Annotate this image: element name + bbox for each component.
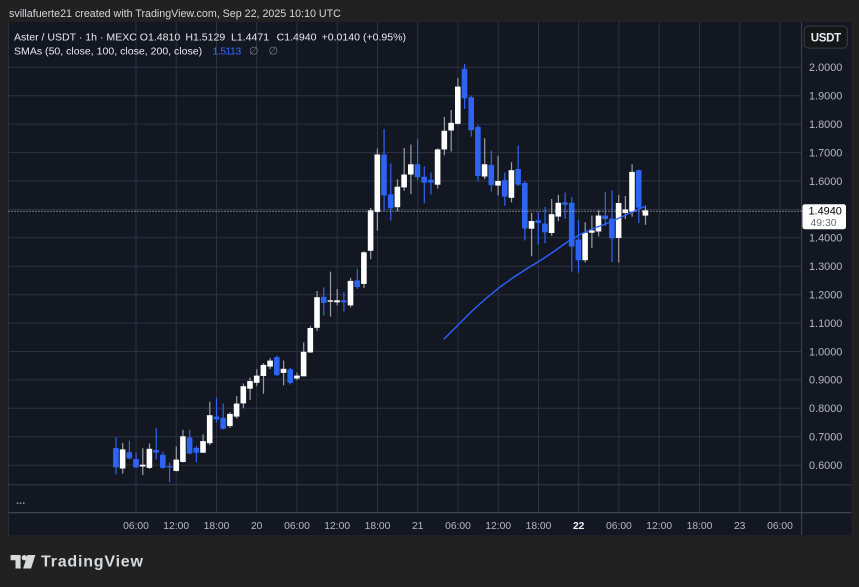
svg-text:18:00: 18:00 (204, 521, 230, 532)
svg-text:06:00: 06:00 (123, 521, 149, 532)
svg-text:18:00: 18:00 (687, 521, 713, 532)
svg-text:20: 20 (251, 521, 263, 532)
svg-text:22: 22 (573, 521, 585, 532)
svg-text:12:00: 12:00 (324, 521, 350, 532)
svg-text:06:00: 06:00 (445, 521, 471, 532)
svg-text:21: 21 (412, 521, 424, 532)
svg-text:...: ... (16, 495, 25, 507)
svg-text:12:00: 12:00 (646, 521, 672, 532)
svg-text:1.2000: 1.2000 (809, 290, 842, 302)
svg-text:L1.4471: L1.4471 (231, 32, 269, 44)
svg-text:1.3000: 1.3000 (809, 261, 842, 273)
svg-text:18:00: 18:00 (526, 521, 552, 532)
svg-text:06:00: 06:00 (767, 521, 793, 532)
svg-text:H1.5129: H1.5129 (185, 32, 225, 44)
svg-text:12:00: 12:00 (163, 521, 189, 532)
svg-text:0.8000: 0.8000 (809, 403, 842, 415)
svg-text:+0.0140 (+0.95%): +0.0140 (+0.95%) (322, 32, 406, 44)
svg-text:0.9000: 0.9000 (809, 375, 842, 387)
svg-text:SMAs (50, close, 100, close, 2: SMAs (50, close, 100, close, 200, close) (14, 45, 202, 57)
svg-text:12:00: 12:00 (485, 521, 511, 532)
svg-text:18:00: 18:00 (365, 521, 391, 532)
svg-text:1.8000: 1.8000 (809, 119, 842, 131)
svg-text:1.7000: 1.7000 (809, 147, 842, 159)
svg-text:svillafuerte21 created with Tr: svillafuerte21 created with TradingView.… (9, 8, 341, 20)
svg-text:C1.4940: C1.4940 (277, 32, 317, 44)
svg-text:1.9000: 1.9000 (809, 91, 842, 103)
svg-text:0.6000: 0.6000 (809, 460, 842, 472)
svg-text:06:00: 06:00 (606, 521, 632, 532)
svg-text:1.4940: 1.4940 (809, 206, 842, 218)
svg-text:O1.4810: O1.4810 (140, 32, 181, 44)
svg-text:1.6000: 1.6000 (809, 176, 842, 188)
svg-text:0.7000: 0.7000 (809, 432, 842, 444)
svg-text:49:30: 49:30 (811, 218, 837, 229)
svg-text:1.4000: 1.4000 (809, 233, 842, 245)
svg-text:06:00: 06:00 (284, 521, 310, 532)
svg-text:∅: ∅ (269, 45, 278, 57)
svg-text:2.0000: 2.0000 (809, 62, 842, 74)
svg-text:1.0000: 1.0000 (809, 346, 842, 358)
svg-text:1.5113: 1.5113 (213, 45, 242, 57)
svg-text:USDT: USDT (811, 32, 841, 44)
svg-text:23: 23 (734, 521, 746, 532)
svg-text:∅: ∅ (249, 45, 258, 57)
svg-text:TradingView: TradingView (41, 554, 144, 571)
svg-text:1.1000: 1.1000 (809, 318, 842, 330)
svg-text:Aster / USDT · 1h · MEXC: Aster / USDT · 1h · MEXC (14, 32, 137, 44)
